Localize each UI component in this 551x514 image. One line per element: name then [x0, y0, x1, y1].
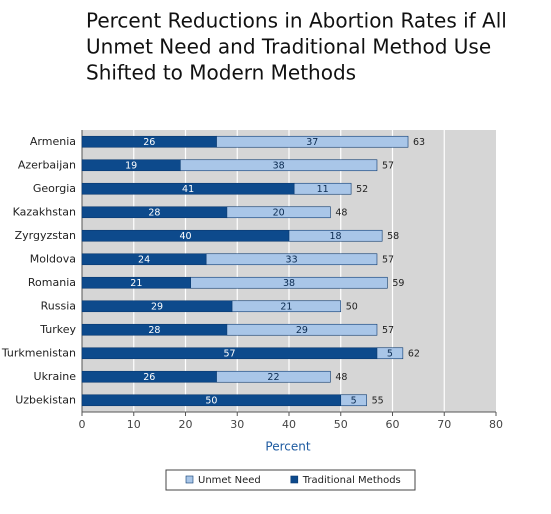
- value-label: 20: [273, 207, 285, 218]
- value-label: 50: [205, 395, 217, 406]
- x-tick-label: 50: [334, 418, 348, 431]
- total-label: 58: [387, 231, 399, 242]
- value-label: 26: [143, 372, 155, 383]
- x-tick-label: 30: [230, 418, 244, 431]
- value-label: 28: [148, 325, 160, 336]
- chart-title: Unmet Need and Traditional Method Use: [86, 35, 491, 59]
- total-label: 59: [392, 278, 404, 289]
- total-label: 63: [413, 137, 425, 148]
- y-tick-label: Russia: [41, 299, 76, 312]
- bar-segment: [376, 347, 404, 360]
- value-label: 33: [286, 254, 298, 265]
- x-axis-label: Percent: [265, 440, 310, 454]
- value-label: 21: [130, 278, 142, 289]
- bar-segment: [226, 206, 331, 219]
- y-tick-label: Turkey: [39, 323, 76, 336]
- bar-segment: [226, 323, 378, 336]
- value-label: 21: [280, 301, 292, 312]
- y-tick-label: Azerbaijan: [18, 158, 76, 171]
- bar-segment: [216, 370, 331, 383]
- total-label: 57: [382, 160, 394, 171]
- bar-segment: [340, 394, 367, 407]
- value-label: 38: [273, 160, 285, 171]
- value-label: 38: [283, 278, 295, 289]
- bar-segment: [288, 229, 383, 242]
- x-tick-label: 20: [179, 418, 193, 431]
- value-label: 5: [387, 348, 393, 359]
- value-label: 40: [179, 231, 191, 242]
- x-tick-label: 10: [127, 418, 141, 431]
- total-label: 57: [382, 254, 394, 265]
- total-label: 48: [335, 207, 347, 218]
- value-label: 24: [138, 254, 150, 265]
- legend-label: Traditional Methods: [302, 475, 401, 486]
- value-label: 37: [306, 137, 318, 148]
- bar-segment: [216, 135, 409, 148]
- total-label: 52: [356, 184, 368, 195]
- chart-title: Shifted to Modern Methods: [86, 61, 356, 85]
- y-tick-label: Georgia: [33, 182, 76, 195]
- value-label: 22: [267, 372, 279, 383]
- x-tick-label: 80: [489, 418, 503, 431]
- legend-swatch: [185, 475, 194, 484]
- x-tick-label: 40: [282, 418, 296, 431]
- bar-segment: [231, 300, 342, 313]
- value-label: 5: [351, 395, 357, 406]
- total-label: 50: [346, 301, 358, 312]
- legend-label: Unmet Need: [198, 475, 261, 486]
- bar-segment: [293, 182, 352, 195]
- y-tick-label: Kazakhstan: [13, 205, 76, 218]
- bar-segment: [190, 276, 388, 289]
- value-label: 41: [182, 184, 194, 195]
- y-tick-label: Uzbekistan: [15, 393, 76, 406]
- value-label: 26: [143, 137, 155, 148]
- chart-title: Percent Reductions in Abortion Rates if …: [86, 9, 507, 33]
- x-tick-label: 70: [437, 418, 451, 431]
- value-label: 28: [148, 207, 160, 218]
- y-tick-label: Zyrgyzstan: [15, 229, 76, 242]
- y-tick-label: Romania: [28, 276, 76, 289]
- value-label: 29: [296, 325, 308, 336]
- x-tick-label: 60: [386, 418, 400, 431]
- y-tick-label: Armenia: [30, 135, 76, 148]
- y-tick-label: Ukraine: [34, 370, 77, 383]
- total-label: 48: [335, 372, 347, 383]
- total-label: 62: [408, 348, 420, 359]
- bar-segment: [205, 253, 378, 266]
- total-label: 57: [382, 325, 394, 336]
- y-tick-label: Turkmenistan: [1, 346, 76, 359]
- legend-swatch: [290, 475, 299, 484]
- total-label: 55: [372, 395, 384, 406]
- bar-segment: [180, 159, 378, 172]
- y-tick-label: Moldova: [30, 252, 76, 265]
- value-label: 11: [317, 184, 329, 195]
- x-tick-label: 0: [79, 418, 86, 431]
- value-label: 19: [125, 160, 137, 171]
- value-label: 18: [330, 231, 342, 242]
- value-label: 29: [151, 301, 163, 312]
- value-label: 57: [223, 348, 235, 359]
